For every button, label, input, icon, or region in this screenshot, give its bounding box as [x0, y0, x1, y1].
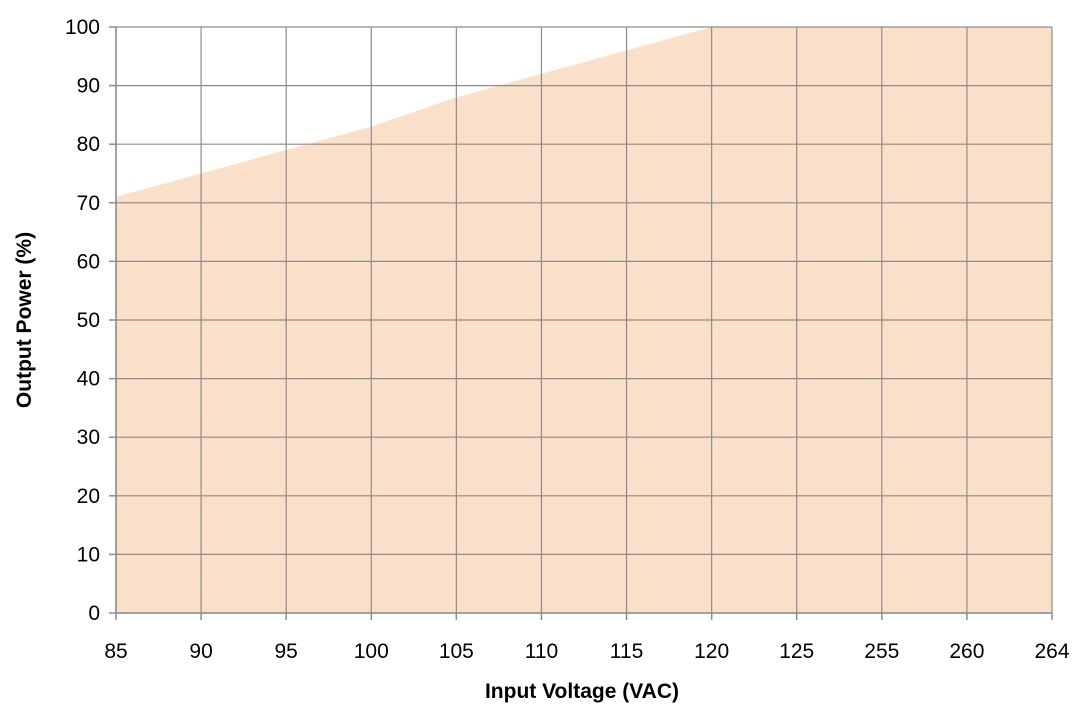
y-axis-ticks: 0 10 20 30 40 50 60 70 80 90 100 [65, 16, 100, 625]
y-tick-label: 0 [88, 602, 100, 625]
x-tick-label: 85 [104, 640, 127, 663]
y-tick-label: 20 [77, 485, 100, 508]
y-tick-label: 40 [77, 368, 100, 391]
y-tick-label: 70 [77, 192, 100, 215]
x-axis-title: Input Voltage (VAC) [485, 680, 679, 703]
x-tick-label: 110 [525, 640, 558, 663]
x-tick-label: 264 [1034, 640, 1069, 663]
x-tick-label: 120 [694, 640, 729, 663]
y-tick-label: 90 [77, 75, 100, 98]
y-axis-title: Output Power (%) [13, 232, 36, 408]
x-tick-label: 105 [439, 640, 474, 663]
x-tick-label: 90 [189, 640, 212, 663]
x-tick-label: 125 [779, 640, 814, 663]
y-tick-label: 50 [77, 309, 100, 332]
x-tick-label: 260 [949, 640, 984, 663]
x-tick-label: 100 [354, 640, 389, 663]
x-tick-label: 95 [275, 640, 298, 663]
grid [109, 26, 1053, 620]
x-axis-ticks: 85 90 95 100 105 110 115 120 125 255 260 264 [104, 640, 1070, 663]
x-tick-label: 115 [610, 640, 643, 663]
y-tick-label: 60 [77, 250, 100, 273]
x-tick-label: 255 [864, 640, 899, 663]
y-tick-label: 30 [77, 426, 100, 449]
y-tick-label: 100 [65, 16, 100, 39]
y-tick-label: 80 [77, 133, 100, 156]
y-tick-label: 10 [77, 543, 100, 566]
